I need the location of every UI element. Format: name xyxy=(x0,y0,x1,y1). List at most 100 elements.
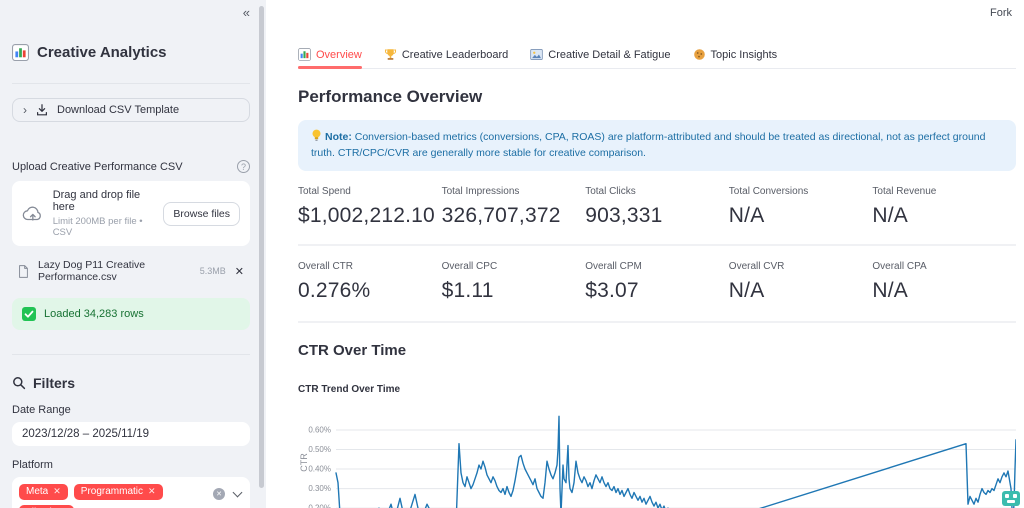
platform-label: Platform xyxy=(12,459,53,471)
check-icon xyxy=(22,307,36,321)
tab-creative-leaderboard[interactable]: Creative Leaderboard xyxy=(384,48,508,68)
metric-value: $1,002,212.10 xyxy=(298,203,435,227)
filters-heading: Filters xyxy=(33,375,76,391)
upload-cloud-icon xyxy=(22,206,41,221)
section-title: CTR Over Time xyxy=(298,341,407,359)
ctr-chart: 0.60% 0.50% 0.40% 0.30% 0.20% CTR xyxy=(298,406,1016,508)
remove-file-button[interactable]: ✕ xyxy=(234,265,244,278)
metric-value: N/A xyxy=(872,203,908,227)
help-icon[interactable]: ? xyxy=(237,160,250,173)
tab-overview[interactable]: Overview xyxy=(298,48,362,69)
divider xyxy=(298,320,1016,323)
tab-bar: Overview Creative Leaderboard Creative D… xyxy=(298,48,1016,69)
svg-text:CTR: CTR xyxy=(299,452,309,471)
svg-text:0.50%: 0.50% xyxy=(308,445,331,454)
file-dropzone[interactable]: Drag and drop file here Limit 200MB per … xyxy=(12,181,250,246)
chevron-down-icon[interactable] xyxy=(232,487,243,498)
sidebar: « Creative Analytics › Download CSV Temp… xyxy=(0,0,266,508)
clear-all-icon[interactable]: ✕ xyxy=(213,488,225,500)
metric-total-clicks: Total Clicks 903,331 xyxy=(585,186,729,228)
metric-total-revenue: Total Revenue N/A xyxy=(872,186,1016,228)
filter-chip[interactable]: Programmatic ✕ xyxy=(73,483,163,500)
browse-files-button[interactable]: Browse files xyxy=(163,201,240,226)
metric-label: Overall CTR xyxy=(298,260,354,272)
metric-label: Overall CPM xyxy=(585,260,642,272)
sidebar-collapse-button[interactable]: « xyxy=(242,5,250,20)
note-text: Conversion-based metrics (conversions, C… xyxy=(311,131,986,160)
trophy-icon xyxy=(384,49,396,60)
uploaded-file-row: Lazy Dog P11 Creative Performance.csv 5.… xyxy=(12,252,250,290)
metric-label: Total Spend xyxy=(298,185,351,197)
lightbulb-icon xyxy=(312,129,321,141)
metrics-row-2: Overall CTR 0.276% Overall CPC $1.11 Overa… xyxy=(298,261,1016,303)
filter-chip[interactable]: TikTok✕ xyxy=(19,504,75,508)
download-expander-label: Download CSV Template xyxy=(57,104,180,116)
uploaded-file-name: Lazy Dog P11 Creative Performance.csv xyxy=(37,259,146,283)
metric-value: 0.276% xyxy=(298,278,371,302)
chip-label: Programmatic xyxy=(80,486,144,497)
metric-value: N/A xyxy=(728,278,765,302)
app-brand: Creative Analytics xyxy=(12,0,250,61)
metric-overall-cpm: Overall CPM $3.07 xyxy=(585,261,729,303)
download-csv-expander[interactable]: › Download CSV Template xyxy=(12,98,250,122)
metric-label: Total Clicks xyxy=(585,185,636,197)
metric-label: Total Conversions xyxy=(728,185,809,197)
info-note: Note: Conversion-based metrics (conversi… xyxy=(298,120,1016,171)
filter-chip[interactable]: Meta ✕ xyxy=(19,483,68,500)
upload-label: Upload Creative Performance CSV xyxy=(12,160,183,173)
success-message: Loaded 34,283 rows xyxy=(44,308,144,320)
date-range-label: Date Range xyxy=(12,404,71,416)
note-prefix: Note: xyxy=(325,131,352,143)
svg-text:0.30%: 0.30% xyxy=(308,484,331,493)
streamlit-badge[interactable] xyxy=(1002,491,1020,506)
tab-creative-detail-fatigue[interactable]: Creative Detail & Fatigue xyxy=(530,48,671,68)
svg-text:0.60%: 0.60% xyxy=(308,425,331,434)
divider xyxy=(12,83,250,84)
metric-total-conversions: Total Conversions N/A xyxy=(729,186,873,228)
metric-label: Total Revenue xyxy=(872,185,937,197)
bar-chart-logo-icon xyxy=(12,44,29,61)
file-icon xyxy=(19,264,28,278)
tab-label: Creative Detail & Fatigue xyxy=(548,48,671,61)
metric-overall-cpc: Overall CPC $1.11 xyxy=(442,261,586,303)
svg-text:0.40%: 0.40% xyxy=(308,464,331,473)
metric-value: $1.11 xyxy=(441,278,494,302)
tab-label: Overview xyxy=(316,48,362,61)
metric-value: 903,331 xyxy=(585,203,663,227)
sidebar-scrollbar[interactable] xyxy=(259,6,264,488)
tab-label: Creative Leaderboard xyxy=(401,48,509,61)
chip-remove-icon[interactable]: ✕ xyxy=(148,486,156,496)
metric-label: Overall CVR xyxy=(728,260,785,272)
search-icon xyxy=(13,377,26,390)
chart-title: CTR Trend Over Time xyxy=(298,383,401,395)
download-icon xyxy=(37,104,47,116)
main-content: Fork Overview Creative Leaderboar xyxy=(266,0,1024,508)
metric-overall-cvr: Overall CVR N/A xyxy=(729,261,873,303)
platform-multiselect[interactable]: ✕ Meta ✕ Programmatic ✕ TikTok✕ xyxy=(12,477,250,508)
metrics-row-1: Total Spend $1,002,212.10 Total Impressio… xyxy=(298,186,1016,228)
divider xyxy=(298,243,1016,246)
metric-label: Total Impressions xyxy=(441,185,520,197)
bar-chart-icon xyxy=(298,48,311,61)
success-alert: Loaded 34,283 rows xyxy=(12,298,250,330)
metric-label: Overall CPC xyxy=(441,260,498,272)
metric-label: Overall CPA xyxy=(872,260,927,272)
tab-label: Topic Insights xyxy=(710,48,778,61)
page-title: Performance Overview xyxy=(298,87,483,106)
divider xyxy=(12,354,250,355)
metric-value: 326,707,372 xyxy=(441,203,561,227)
date-range-input[interactable]: 2023/12/28 – 2025/11/19 xyxy=(12,422,250,446)
metric-value: $3.07 xyxy=(585,278,639,302)
metric-value: N/A xyxy=(728,203,765,227)
ctr-line-chart: 0.60% 0.50% 0.40% 0.30% 0.20% CTR xyxy=(299,415,1016,508)
chip-label: Meta xyxy=(26,486,49,497)
picture-icon xyxy=(530,49,544,60)
metric-overall-cpa: Overall CPA N/A xyxy=(872,261,1016,303)
fork-button[interactable]: Fork xyxy=(990,7,1012,19)
app-title: Creative Analytics xyxy=(37,44,167,61)
chip-remove-icon[interactable]: ✕ xyxy=(53,486,61,496)
cookie-icon xyxy=(693,49,705,60)
chevron-right-icon: › xyxy=(23,103,27,117)
tab-topic-insights[interactable]: Topic Insights xyxy=(693,48,778,68)
